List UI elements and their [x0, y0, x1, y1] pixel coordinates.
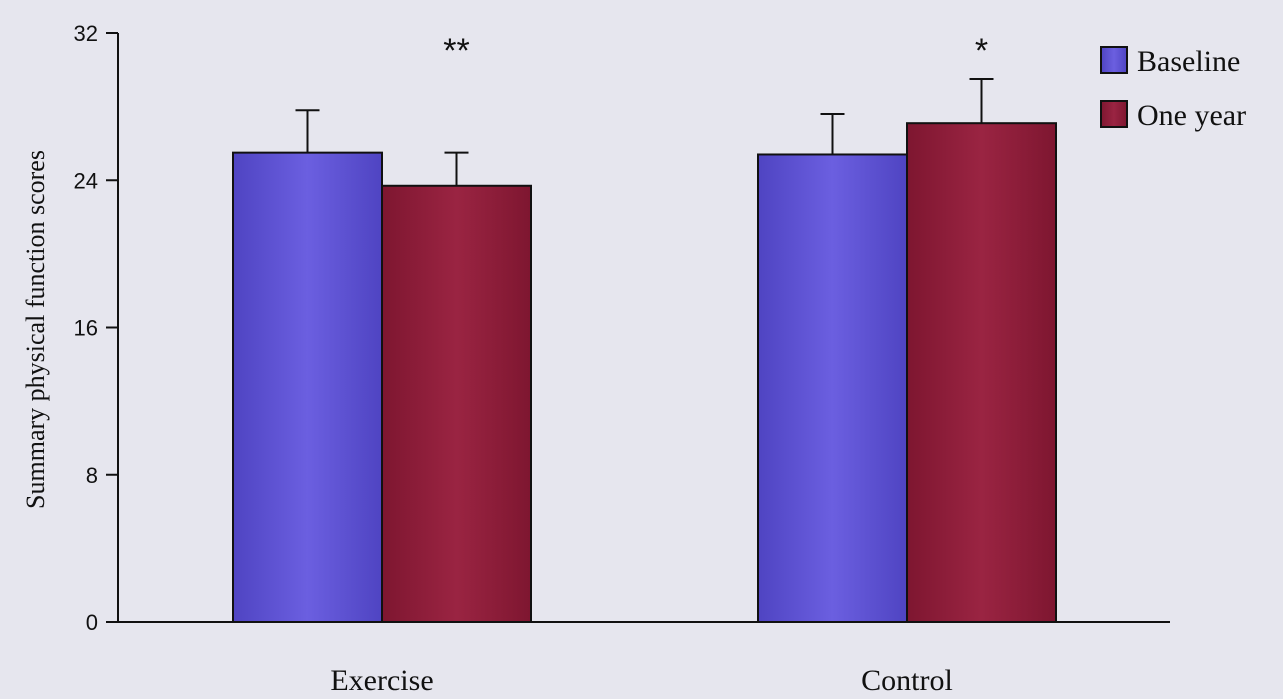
- bar-baseline-exercise: [232, 151, 383, 623]
- bars: [232, 78, 1057, 624]
- legend-label: Baseline: [1137, 45, 1240, 78]
- y-tick-label: 8: [86, 463, 98, 488]
- labels: 0 8 16 24 32 Summary physical function scores…: [21, 21, 988, 697]
- y-tick-label: 32: [74, 21, 98, 46]
- bar-one-year-exercise: [381, 184, 532, 623]
- significance-annotation: **: [443, 32, 469, 70]
- legend-swatch: [1100, 100, 1128, 128]
- x-category-label: Exercise: [330, 664, 433, 697]
- y-axis-label: Summary physical function scores: [21, 150, 50, 509]
- legend: Baseline One year: [1100, 45, 1246, 132]
- y-tick-label: 16: [74, 316, 98, 341]
- bar-one-year-control: [906, 122, 1057, 624]
- y-tick-label: 0: [86, 610, 98, 635]
- legend-label: One year: [1137, 99, 1246, 132]
- legend-swatch: [1100, 46, 1128, 74]
- x-category-label: Control: [861, 664, 953, 697]
- y-tick-label: 24: [74, 168, 98, 193]
- significance-annotation: *: [975, 32, 988, 70]
- bar-baseline-control: [757, 153, 908, 623]
